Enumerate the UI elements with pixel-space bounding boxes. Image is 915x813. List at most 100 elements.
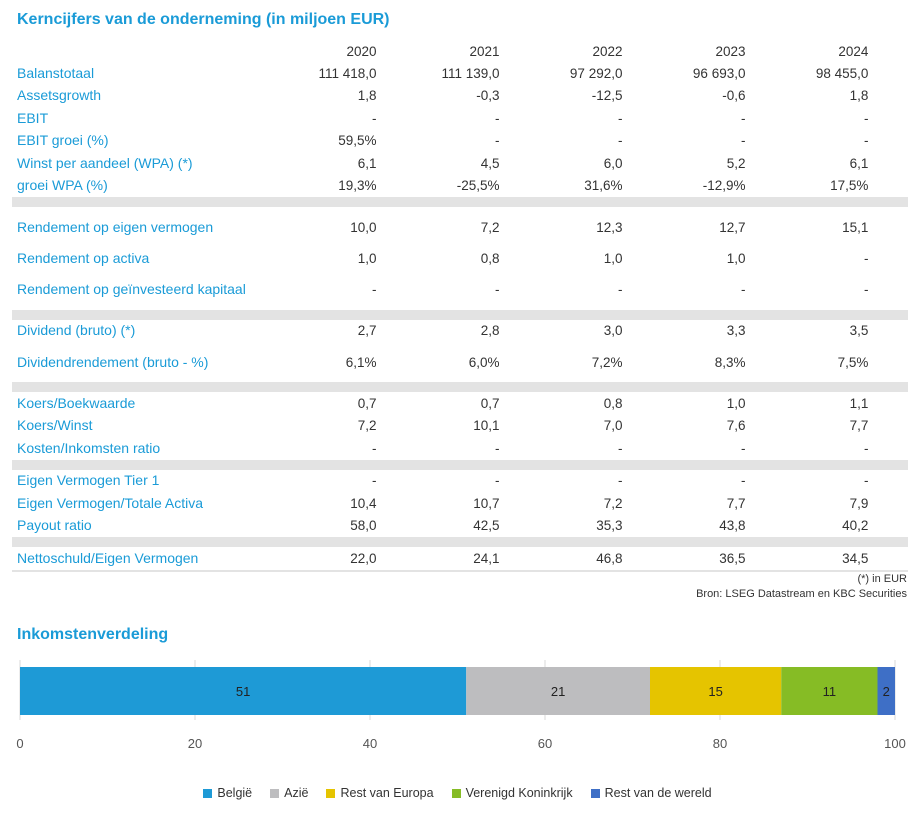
row-value: -: [740, 133, 746, 149]
header-year: 2020: [346, 43, 377, 59]
row-value: 36,5: [719, 550, 746, 566]
legend-label: Rest van de wereld: [604, 786, 712, 800]
row-value: -: [495, 473, 500, 489]
row-value: -: [863, 282, 869, 297]
row-value: -: [617, 440, 623, 456]
row-value: 10,4: [350, 495, 377, 511]
row-value: -: [740, 282, 746, 297]
row-value: 10,7: [473, 495, 500, 511]
row-label: Winst per aandeel (WPA) (*): [17, 154, 193, 171]
row-label: EBIT groei (%): [17, 132, 109, 149]
row-value: -: [863, 250, 869, 266]
table-row: Rendement op geïnvesteerd kapitaal - - - - -: [12, 270, 908, 310]
row-value: -: [495, 282, 500, 297]
row-pad: [868, 342, 908, 382]
table-row: Assetsgrowth 1,8 -0,3 -12,5 -0,6 1,8: [12, 85, 908, 108]
row-label: Dividend (bruto) (*): [17, 322, 136, 339]
row-value: 3,0: [603, 323, 623, 339]
row-label: EBIT: [17, 109, 49, 126]
row-value: 40,2: [842, 518, 869, 534]
row-pad: [868, 415, 908, 438]
row-value: -: [740, 440, 746, 456]
row-value: 3,5: [849, 323, 869, 339]
bar-value-label: 21: [551, 684, 565, 699]
legend-swatch: [590, 788, 600, 798]
table-row: Nettoschuld/Eigen Vermogen 22,0 24,1 46,8 36…: [12, 547, 908, 570]
row-value: 58,0: [350, 518, 377, 534]
row-pad: [868, 470, 908, 493]
row-value: 0,8: [603, 395, 623, 411]
table-row: Koers/Winst 7,2 10,1 7,0 7,6 7,7: [12, 415, 908, 438]
row-value: 111 418,0: [318, 65, 377, 81]
row-pad: [868, 437, 908, 460]
legend-item: Azië: [270, 786, 308, 800]
row-value: 19,3%: [338, 178, 377, 194]
row-label: Rendement op geïnvesteerd kapitaal: [17, 281, 246, 297]
row-value: -: [372, 282, 377, 297]
table-row: Kosten/Inkomsten ratio - - - - -: [12, 437, 908, 460]
row-value: 1,1: [849, 395, 869, 411]
table-header-row: 2020 2021 2022 2023 2024: [12, 40, 908, 62]
x-tick-label: 100: [884, 736, 906, 751]
row-value: 7,2%: [591, 354, 623, 370]
row-value: 1,0: [726, 250, 746, 266]
row-value: 6,0: [603, 155, 623, 171]
row-value: 6,1%: [345, 354, 377, 370]
row-value: 7,7: [726, 495, 746, 511]
row-value: -: [863, 440, 869, 456]
bar-segment: [781, 667, 878, 715]
row-label: Rendement op eigen vermogen: [17, 218, 214, 235]
table-bottom-rule: [12, 568, 908, 572]
row-label: Koers/Boekwaarde: [17, 394, 136, 411]
row-label: Kosten/Inkomsten ratio: [17, 439, 161, 456]
row-pad: [868, 107, 908, 130]
legend-item: België: [203, 786, 252, 800]
row-value: -: [495, 110, 500, 126]
row-value: 34,5: [842, 550, 869, 566]
row-value: -: [863, 133, 869, 149]
bar-segment: [20, 667, 467, 715]
row-value: 96 693,0: [692, 65, 746, 81]
row-value: -: [617, 133, 623, 149]
x-tick-label: 40: [363, 736, 377, 751]
x-tick-label: 20: [188, 736, 202, 751]
row-value: -: [617, 110, 623, 126]
legend-item: Rest van de wereld: [590, 786, 712, 800]
row-value: 1,0: [726, 395, 746, 411]
table-row: EBIT groei (%) 59,5% - - - -: [12, 130, 908, 153]
legend-label: Azië: [284, 786, 309, 800]
row-value: 12,3: [596, 219, 623, 235]
income-distribution-chart: 51 21 15 11 2 0 20 40 60 80 100: [16, 660, 906, 751]
row-value: 4,5: [480, 155, 500, 171]
row-label: Assetsgrowth: [17, 87, 102, 104]
row-pad: [868, 547, 908, 570]
row-value: 46,8: [596, 550, 623, 566]
table-row: Koers/Boekwaarde 0,7 0,7 0,8 1,0 1,1: [12, 392, 908, 415]
group-separator: [12, 309, 908, 320]
row-label: Payout ratio: [17, 517, 92, 534]
row-pad: [868, 207, 908, 247]
table-row: Winst per aandeel (WPA) (*) 6,1 4,5 6,0 5,2 6…: [12, 152, 908, 175]
row-value: 97 292,0: [569, 65, 623, 81]
header-year: 2021: [469, 43, 500, 59]
row-value: 111 139,0: [441, 65, 500, 81]
table-row: Eigen Vermogen/Totale Activa 10,4 10,7 7,2 7…: [12, 492, 908, 515]
row-value: 10,1: [473, 418, 500, 434]
legend-swatch: [270, 788, 280, 798]
footnote: (*) in EUR: [857, 573, 907, 585]
row-value: 7,7: [849, 418, 869, 434]
row-value: 8,3%: [714, 354, 746, 370]
row-value: 0,7: [357, 395, 377, 411]
table-row: Dividend (bruto) (*) 2,7 2,8 3,0 3,3 3,5: [12, 320, 908, 343]
table-row: Eigen Vermogen Tier 1 - - - - -: [12, 470, 908, 493]
row-value: 7,5%: [837, 354, 869, 370]
row-value: -: [740, 473, 746, 489]
row-value: 2,7: [357, 323, 377, 339]
group-separator: [12, 382, 908, 392]
header-year: 2023: [715, 43, 746, 59]
row-value: 7,2: [603, 495, 623, 511]
row-label: Nettoschuld/Eigen Vermogen: [17, 549, 199, 566]
legend-item: Verenigd Koninkrijk: [451, 786, 573, 800]
row-value: -: [372, 473, 377, 489]
bar-value-label: 11: [823, 684, 837, 699]
